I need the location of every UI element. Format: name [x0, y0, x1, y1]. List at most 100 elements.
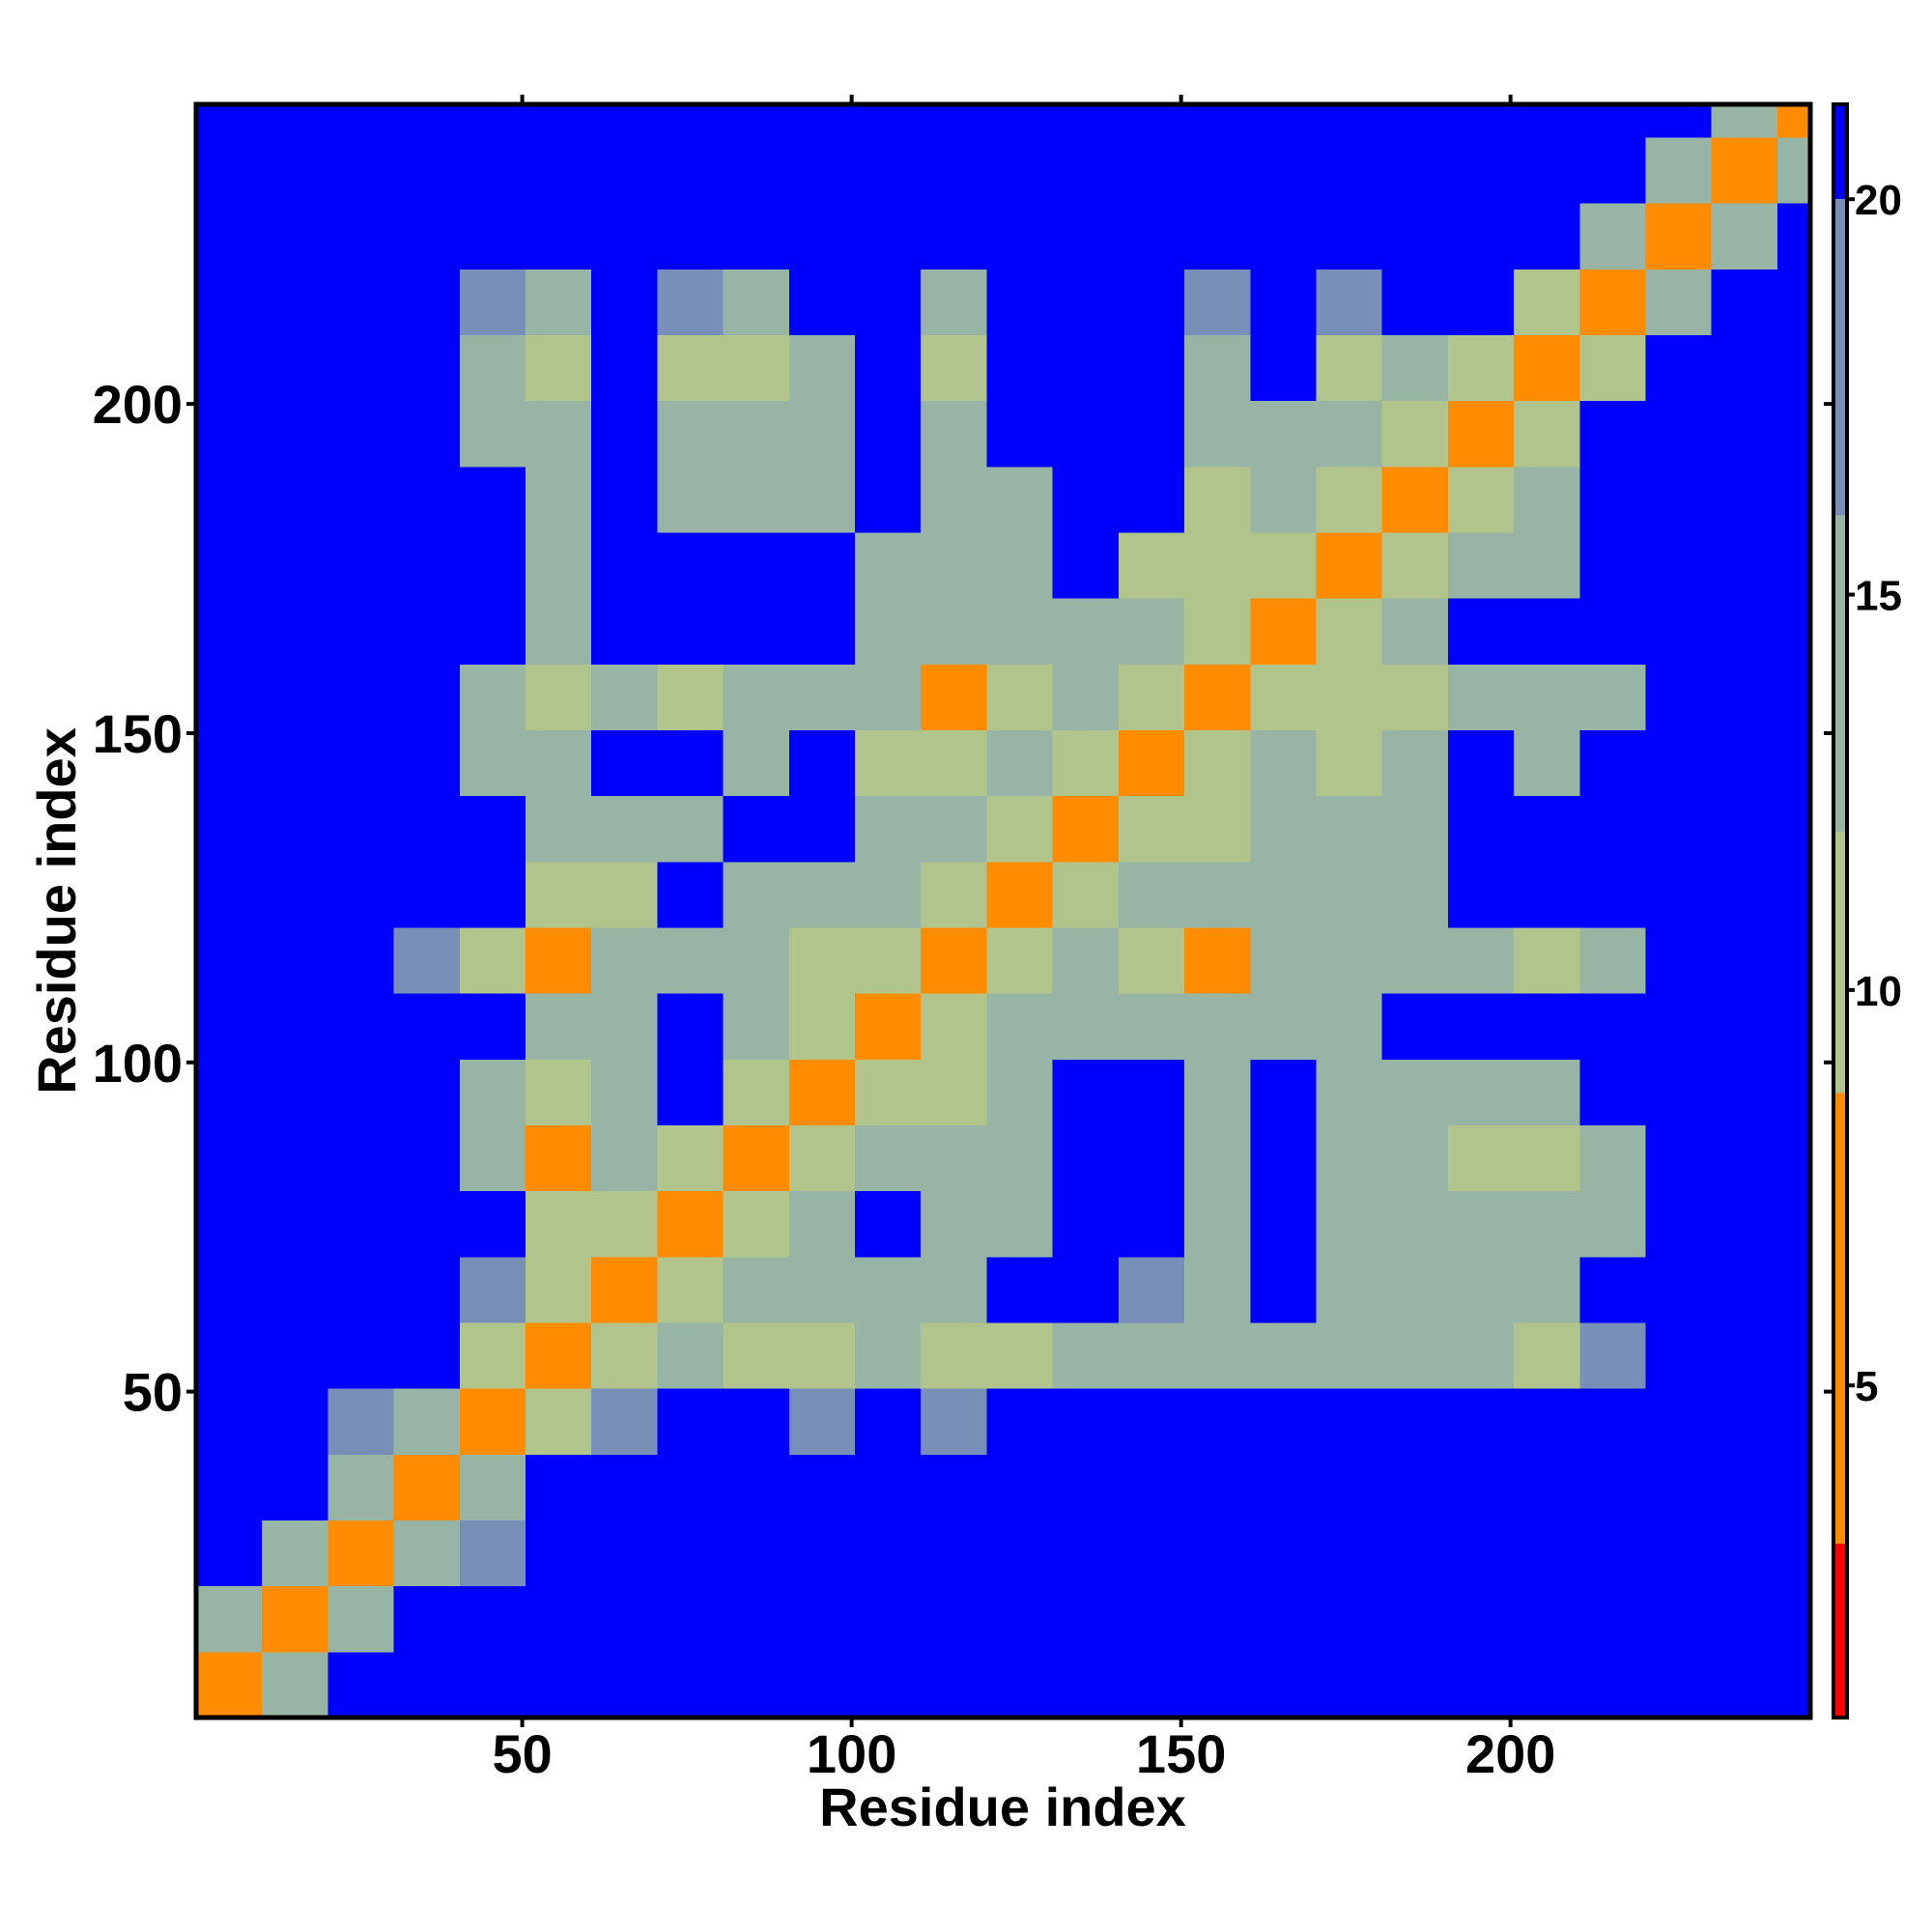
- heatmap-cell: [1645, 1190, 1713, 1258]
- heatmap-cell: [196, 927, 263, 994]
- heatmap-cell: [1776, 861, 1811, 928]
- heatmap-cell: [921, 532, 987, 599]
- heatmap-cell: [1645, 334, 1713, 402]
- heatmap-cell: [1184, 269, 1251, 336]
- heatmap-cell: [196, 1124, 263, 1192]
- heatmap-cell: [1579, 400, 1646, 468]
- heatmap-cell: [1381, 1059, 1449, 1126]
- heatmap-cell: [986, 466, 1054, 533]
- heatmap-cell: [1381, 1388, 1449, 1455]
- heatmap-cell: [1711, 927, 1778, 994]
- heatmap-cell: [196, 1651, 263, 1719]
- heatmap-cell: [1118, 269, 1185, 336]
- heatmap-cells: [196, 104, 1811, 1719]
- heatmap-cell: [1711, 137, 1778, 204]
- heatmap-cell: [327, 1059, 395, 1126]
- heatmap-cell: [657, 1388, 724, 1455]
- heatmap-cell: [196, 1454, 263, 1521]
- heatmap-cell: [1250, 334, 1317, 402]
- heatmap-cell: [459, 269, 526, 336]
- heatmap-cell: [723, 532, 790, 599]
- heatmap-cell: [921, 927, 987, 994]
- heatmap-cell: [1316, 729, 1383, 797]
- heatmap-cell: [459, 1059, 526, 1126]
- heatmap-cell: [526, 334, 592, 402]
- heatmap-cell: [459, 1124, 526, 1192]
- heatmap-cell: [855, 400, 922, 468]
- heatmap-cell: [1052, 861, 1120, 928]
- heatmap-cell: [526, 861, 592, 928]
- heatmap-cell: [1579, 1322, 1646, 1389]
- heatmap-cell: [1118, 1454, 1185, 1521]
- heatmap-cell: [1118, 334, 1185, 402]
- heatmap-cell: [657, 532, 724, 599]
- heatmap-cell: [1250, 1585, 1317, 1653]
- heatmap-cell: [1447, 1454, 1515, 1521]
- colorbar-tick-label: 10: [1855, 968, 1902, 1015]
- heatmap-cell: [459, 927, 526, 994]
- heatmap-cell: [1250, 1059, 1317, 1126]
- heatmap-cell: [657, 269, 724, 336]
- heatmap-cell: [1447, 993, 1515, 1060]
- heatmap-cell: [591, 104, 658, 138]
- heatmap-cell: [788, 1190, 856, 1258]
- heatmap-cell: [723, 1256, 790, 1323]
- heatmap-cell: [788, 993, 856, 1060]
- heatmap-cell: [1645, 861, 1713, 928]
- heatmap-cell: [1118, 104, 1185, 138]
- heatmap-cell: [1118, 993, 1185, 1060]
- heatmap-cell: [196, 269, 263, 336]
- heatmap-cell: [1250, 269, 1317, 336]
- heatmap-cell: [1118, 466, 1185, 533]
- heatmap-cell: [327, 466, 395, 533]
- heatmap-cell: [1776, 203, 1811, 270]
- heatmap-cell: [591, 1190, 658, 1258]
- heatmap-cell: [1118, 137, 1185, 204]
- heatmap-cell: [1514, 1520, 1580, 1587]
- heatmap-cell: [1514, 532, 1580, 599]
- heatmap-cell: [1579, 532, 1646, 599]
- heatmap-cell: [1645, 104, 1713, 138]
- heatmap-cell: [788, 861, 856, 928]
- heatmap-cell: [262, 1124, 328, 1192]
- heatmap-cell: [1381, 334, 1449, 402]
- heatmap-cell: [1579, 269, 1646, 336]
- heatmap-cell: [1645, 1388, 1713, 1455]
- heatmap-cell: [986, 1388, 1054, 1455]
- heatmap-cell: [1118, 664, 1185, 731]
- heatmap-cell: [1381, 400, 1449, 468]
- heatmap-cell: [723, 1651, 790, 1719]
- heatmap-cell: [262, 466, 328, 533]
- heatmap-cell: [1776, 1322, 1811, 1389]
- heatmap-cell: [1052, 104, 1120, 138]
- heatmap-cell: [1381, 1454, 1449, 1521]
- heatmap-cell: [1447, 1520, 1515, 1587]
- colorbar-segment: [1833, 104, 1847, 200]
- heatmap-cell: [1776, 927, 1811, 994]
- heatmap-cell: [1118, 729, 1185, 797]
- heatmap-cell: [921, 1520, 987, 1587]
- heatmap-cell: [262, 598, 328, 665]
- heatmap-cell: [327, 598, 395, 665]
- heatmap-cell: [1711, 795, 1778, 863]
- heatmap-cell: [526, 400, 592, 468]
- heatmap-cell: [921, 269, 987, 336]
- heatmap-cell: [1776, 400, 1811, 468]
- heatmap-cell: [1514, 334, 1580, 402]
- heatmap-cell: [459, 1651, 526, 1719]
- heatmap-cell: [1250, 1190, 1317, 1258]
- heatmap-cell: [657, 334, 724, 402]
- heatmap-cell: [1514, 400, 1580, 468]
- heatmap-cell: [1381, 532, 1449, 599]
- heatmap-cell: [788, 269, 856, 336]
- heatmap-cell: [1184, 1322, 1251, 1389]
- heatmap-cell: [1250, 861, 1317, 928]
- heatmap-cell: [723, 993, 790, 1060]
- heatmap-cell: [526, 1651, 592, 1719]
- heatmap-cell: [723, 861, 790, 928]
- heatmap-cell: [1645, 664, 1713, 731]
- heatmap-cell: [657, 1520, 724, 1587]
- heatmap-cell: [723, 1388, 790, 1455]
- heatmap-cell: [986, 664, 1054, 731]
- heatmap-cell: [1184, 1585, 1251, 1653]
